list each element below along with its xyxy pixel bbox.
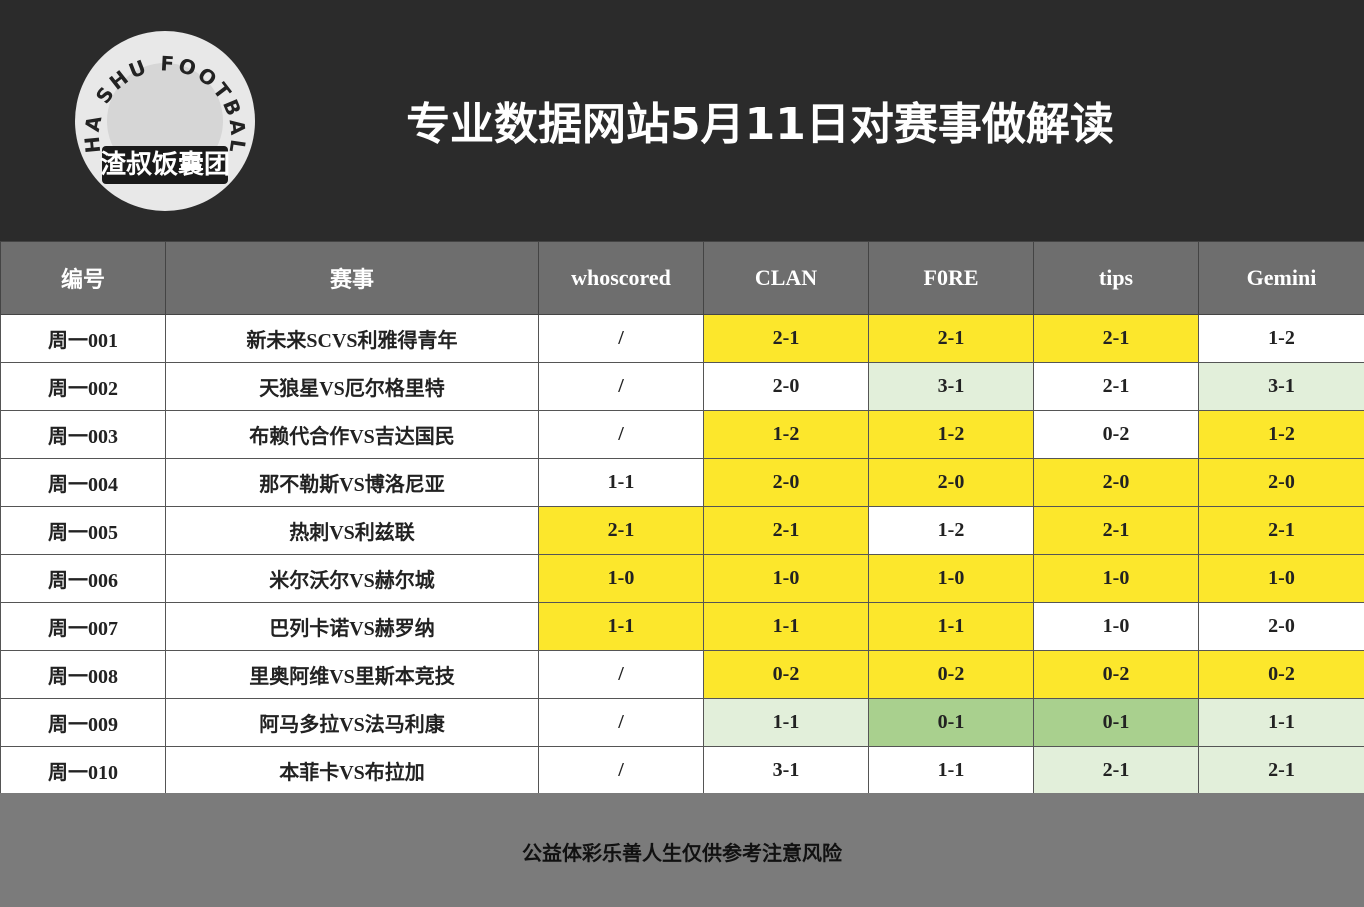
- table-cell: 1-1: [868, 746, 1034, 795]
- table-cell: 2-0: [868, 458, 1034, 507]
- table-cell: 1-2: [868, 506, 1034, 555]
- table-cell: 布赖代合作VS吉达国民: [165, 410, 539, 459]
- table-row: 周一005 热刺VS利兹联 2-1 2-1 1-2 2-1 2-1: [0, 506, 1364, 555]
- table-cell: 3-1: [703, 746, 869, 795]
- column-header: tips: [1033, 241, 1199, 315]
- table-cell: 本菲卡VS布拉加: [165, 746, 539, 795]
- table-cell: 0-2: [868, 650, 1034, 699]
- table-cell: 热刺VS利兹联: [165, 506, 539, 555]
- table-cell: 2-0: [703, 458, 869, 507]
- table-cell: 0-2: [1198, 650, 1364, 699]
- table-cell: 巴列卡诺VS赫罗纳: [165, 602, 539, 651]
- table-cell: 1-1: [703, 698, 869, 747]
- table-cell: 周一006: [0, 554, 166, 603]
- table-cell: 1-1: [538, 458, 704, 507]
- table-cell: /: [538, 698, 704, 747]
- table-cell: 天狼星VS厄尔格里特: [165, 362, 539, 411]
- table-cell: 2-1: [1033, 314, 1199, 363]
- table-cell: 1-2: [868, 410, 1034, 459]
- table-cell: 周一004: [0, 458, 166, 507]
- table-cell: 2-1: [868, 314, 1034, 363]
- table-cell: 0-2: [1033, 650, 1199, 699]
- table-cell: 周一005: [0, 506, 166, 555]
- table-cell: 2-1: [1033, 506, 1199, 555]
- table-cell: /: [538, 746, 704, 795]
- column-header: CLAN: [703, 241, 869, 315]
- table-cell: 1-0: [1033, 554, 1199, 603]
- table-cell: 周一010: [0, 746, 166, 795]
- table-cell: 2-1: [1198, 506, 1364, 555]
- logo-name: 渣叔饭囊团: [100, 150, 230, 180]
- column-header: 编号: [0, 241, 166, 315]
- table-cell: /: [538, 410, 704, 459]
- header: ZHA SHU FOOTBALL 渣叔饭囊团 专业数据网站5月11日对赛事做解读: [0, 0, 1364, 241]
- table-cell: 阿马多拉VS法马利康: [165, 698, 539, 747]
- table-cell: 2-0: [1198, 602, 1364, 651]
- table-row: 周一009 阿马多拉VS法马利康/1-1 0-1 0-1 1-1: [0, 698, 1364, 747]
- table-cell: 1-1: [703, 602, 869, 651]
- table-cell: 2-0: [1198, 458, 1364, 507]
- table-cell: 1-2: [1198, 314, 1364, 363]
- table-cell: 1-0: [538, 554, 704, 603]
- table-cell: 3-1: [1198, 362, 1364, 411]
- table-cell: 1-0: [1198, 554, 1364, 603]
- table-cell: 1-0: [868, 554, 1034, 603]
- column-header: whoscored: [538, 241, 704, 315]
- table-cell: 2-0: [1033, 458, 1199, 507]
- table-cell: 周一007: [0, 602, 166, 651]
- column-header: Gemini: [1198, 241, 1364, 315]
- table-cell: 2-1: [703, 314, 869, 363]
- header-row: 编号 赛事 whoscored CLAN F0RE tips Gemini: [0, 241, 1364, 315]
- table-cell: 0-1: [868, 698, 1034, 747]
- table-cell: 周一003: [0, 410, 166, 459]
- table-cell: 周一002: [0, 362, 166, 411]
- table-cell: 1-2: [703, 410, 869, 459]
- logo-banner: [102, 146, 228, 184]
- table-cell: 里奥阿维VS里斯本竞技: [165, 650, 539, 699]
- table-body: 周一001 新未来SCVS利雅得青年/2-1 2-1 2-1 1-2 周一002 天狼星VS…: [0, 314, 1364, 795]
- table-row: 周一001 新未来SCVS利雅得青年/2-1 2-1 2-1 1-2: [0, 314, 1364, 363]
- table-row: 周一010 本菲卡VS布拉加/3-1 1-1 2-1 2-1: [0, 746, 1364, 795]
- table-cell: 周一001: [0, 314, 166, 363]
- table-cell: 2-0: [703, 362, 869, 411]
- table-cell: /: [538, 314, 704, 363]
- table-cell: 1-1: [868, 602, 1034, 651]
- table-row: 周一007 巴列卡诺VS赫罗纳 1-1 1-1 1-1 1-0 2-0: [0, 602, 1364, 651]
- table-cell: 1-0: [1033, 602, 1199, 651]
- column-header: 赛事: [165, 241, 539, 315]
- table-cell: 2-1: [1198, 746, 1364, 795]
- table-cell: 新未来SCVS利雅得青年: [165, 314, 539, 363]
- table-cell: /: [538, 650, 704, 699]
- table-cell: 周一009: [0, 698, 166, 747]
- table: 编号 赛事 whoscored CLAN F0RE tips Gemini 周一001 新未来…: [0, 241, 1364, 795]
- title: 专业数据网站5月11日对赛事做解读: [406, 99, 1114, 150]
- logo: ZHA SHU FOOTBALL 渣叔饭囊团: [72, 28, 255, 211]
- table-cell: 2-1: [1033, 746, 1199, 795]
- table-cell: /: [538, 362, 704, 411]
- table-cell: 1-1: [1198, 698, 1364, 747]
- table-cell: 0-1: [1033, 698, 1199, 747]
- table-row: 周一003 布赖代合作VS吉达国民/1-2 1-2 0-2 1-2: [0, 410, 1364, 459]
- table-cell: 那不勒斯VS博洛尼亚: [165, 458, 539, 507]
- column-header: F0RE: [868, 241, 1034, 315]
- table-cell: 3-1: [868, 362, 1034, 411]
- table-cell: 2-1: [538, 506, 704, 555]
- table-cell: 周一008: [0, 650, 166, 699]
- table-row: 周一008 里奥阿维VS里斯本竞技/0-2 0-2 0-2 0-2: [0, 650, 1364, 699]
- table-cell: 1-2: [1198, 410, 1364, 459]
- table-cell: 2-1: [703, 506, 869, 555]
- table-row: 周一006 米尔沃尔VS赫尔城 1-0 1-0 1-0 1-0 1-0: [0, 554, 1364, 603]
- footer: 公益体彩乐善人生仅供参考注意风险: [0, 793, 1364, 907]
- table-cell: 1-1: [538, 602, 704, 651]
- table-cell: 1-0: [703, 554, 869, 603]
- table-cell: 2-1: [1033, 362, 1199, 411]
- table-cell: 0-2: [703, 650, 869, 699]
- table-cell: 0-2: [1033, 410, 1199, 459]
- table-row: 周一004 那不勒斯VS博洛尼亚 1-1 2-0 2-0 2-0 2-0: [0, 458, 1364, 507]
- table-cell: 米尔沃尔VS赫尔城: [165, 554, 539, 603]
- table-row: 周一002 天狼星VS厄尔格里特/2-0 3-1 2-1 3-1: [0, 362, 1364, 411]
- footer-note: 公益体彩乐善人生仅供参考注意风险: [522, 841, 842, 865]
